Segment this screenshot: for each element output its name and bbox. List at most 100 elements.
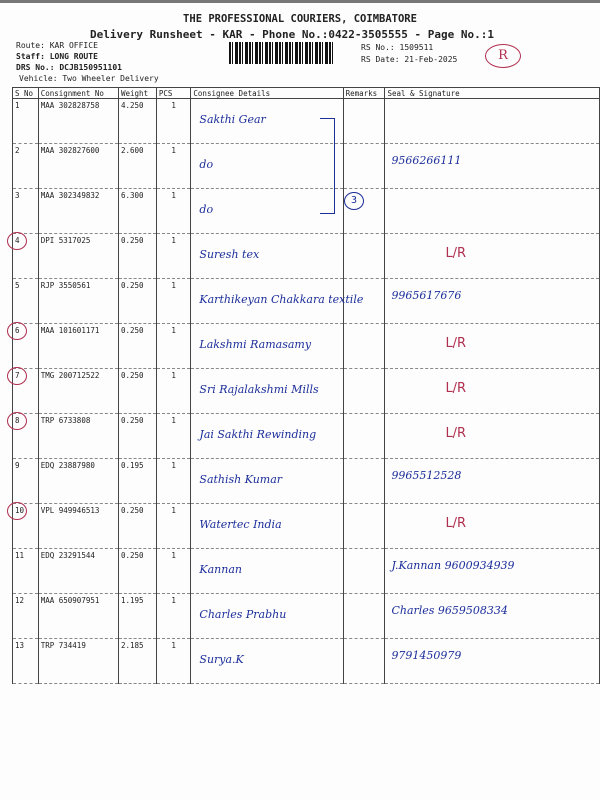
handwritten-consignee: Charles Prabhu	[199, 608, 287, 621]
lr-mark: L/R	[445, 516, 467, 531]
handwritten-consignee: Sathish Kumar	[199, 473, 283, 486]
consignee-details: Charles Prabhu	[190, 593, 344, 639]
handwritten-consignee: Jai Sakthi Rewinding	[199, 428, 317, 441]
circle-mark	[7, 412, 27, 430]
handwritten-consignee: Suresh tex	[199, 248, 260, 261]
remarks	[342, 638, 386, 684]
weight: 0.250	[118, 503, 157, 549]
s-no-text: 11	[15, 551, 25, 560]
lr-mark: L/R	[445, 381, 467, 396]
scan-edge	[0, 0, 600, 3]
table-row: 8 TRP 6733808 0.250 1 Jai Sakthi Rewinding L/…	[7, 412, 600, 459]
consignee-details: do	[190, 143, 344, 189]
weight: 4.250	[118, 98, 157, 144]
seal-signature: 9566266111	[384, 143, 600, 189]
seal-signature: J.Kannan 9600934939	[384, 548, 600, 594]
weight: 0.250	[118, 413, 157, 459]
s-no-text: 3	[15, 191, 20, 200]
column-header: PCS	[155, 87, 192, 99]
weight: 0.250	[118, 278, 157, 324]
table-row: 2 MAA 302827600 2.600 1 do 9566266111	[12, 143, 600, 189]
consignee-details: Kannan	[190, 548, 344, 594]
column-header: S No	[12, 87, 39, 99]
seal-signature: L/R	[384, 233, 600, 279]
consignee-details: Suresh tex	[190, 233, 344, 279]
seal-signature: 9965512528	[384, 458, 600, 504]
s-no-text: 12	[15, 596, 25, 605]
seal-signature: Charles 9659508334	[384, 593, 600, 639]
grouping-brace	[320, 118, 335, 214]
handwritten-consignee: Lakshmi Ramasamy	[199, 338, 312, 351]
column-header: Seal & Signature	[384, 87, 600, 99]
seal-signature: L/R	[384, 503, 600, 549]
weight: 0.250	[118, 368, 157, 414]
handwritten-consignee: do	[199, 203, 214, 216]
table-row: 1 MAA 302828758 4.250 1 Sakthi Gear	[12, 98, 600, 144]
brace-count: 3	[344, 192, 364, 210]
consignment-no: MAA 101601171	[37, 323, 120, 369]
seal-signature: L/R	[384, 368, 600, 414]
pcs: 1	[155, 233, 192, 279]
lr-mark: L/R	[445, 336, 467, 351]
company-name: THE PROFESSIONAL COURIERS, COIMBATORE	[183, 13, 417, 25]
remarks	[342, 98, 386, 144]
s-no-text: 2	[15, 146, 20, 155]
remarks	[342, 233, 386, 279]
remarks	[342, 278, 386, 324]
staff: Staff: LONG ROUTE	[16, 52, 98, 61]
s-no: 11	[12, 548, 39, 594]
runsheet-table: S No Consignment No Weight PCS Consignee Det…	[7, 87, 600, 684]
seal-signature: L/R	[384, 323, 600, 369]
handwritten-signature: Charles 9659508334	[391, 604, 508, 617]
handwritten-signature: 9965617676	[391, 289, 462, 302]
pcs: 1	[155, 188, 192, 234]
remarks	[342, 458, 386, 504]
handwritten-signature: 9566266111	[391, 154, 462, 167]
handwritten-consignee: Kannan	[199, 563, 242, 576]
consignment-no: MAA 302349832	[37, 188, 120, 234]
table-row: 6 MAA 101601171 0.250 1 Lakshmi Ramasamy L/R	[7, 322, 600, 369]
drs-number: DRS No.: DCJB150951101	[16, 63, 122, 72]
pcs: 1	[155, 368, 192, 414]
consignment-no: RJP 3550561	[37, 278, 120, 324]
circle-mark	[7, 367, 27, 385]
seal-signature: L/R	[384, 413, 600, 459]
table-row: 7 TMG 200712522 0.250 1 Sri Rajalakshmi Mill…	[7, 367, 600, 414]
s-no-text: 9	[15, 461, 20, 470]
handwritten-signature: 9791450979	[391, 649, 462, 662]
handwritten-consignee: Sakthi Gear	[199, 113, 266, 126]
pcs: 1	[155, 458, 192, 504]
table-row: 12 MAA 650907951 1.195 1 Charles Prabhu Charl…	[12, 593, 600, 639]
table-row: 3 MAA 302349832 6.300 1 do	[12, 188, 600, 234]
table-row: 9 EDQ 23887980 0.195 1 Sathish Kumar 99655125…	[12, 458, 600, 504]
route: Route: KAR OFFICE	[16, 41, 98, 50]
s-no-text: 5	[15, 281, 20, 290]
s-no: 10	[7, 502, 39, 549]
initial-stamp: R	[485, 44, 521, 68]
s-no: 7	[7, 367, 39, 414]
circle-mark	[7, 322, 27, 340]
lr-mark: L/R	[445, 246, 467, 261]
s-no: 8	[7, 412, 39, 459]
weight: 2.185	[118, 638, 157, 684]
column-header: Remarks	[342, 87, 386, 99]
s-no: 9	[12, 458, 39, 504]
rs-date: RS Date: 21-Feb-2025	[361, 55, 458, 64]
handwritten-signature: J.Kannan 9600934939	[391, 559, 515, 572]
consignment-no: VPL 949946513	[37, 503, 120, 549]
consignee-details: Surya.K	[190, 638, 344, 684]
barcode	[229, 42, 335, 64]
s-no: 2	[12, 143, 39, 189]
consignee-details: Sri Rajalakshmi Mills	[190, 368, 344, 414]
s-no: 5	[12, 278, 39, 324]
handwritten-signature: 9965512528	[391, 469, 462, 482]
pcs: 1	[155, 548, 192, 594]
table-row: 4 DPI 5317025 0.250 1 Suresh tex L/R	[7, 232, 600, 279]
s-no: 3	[12, 188, 39, 234]
s-no: 6	[7, 322, 39, 369]
consignee-details: Sathish Kumar	[190, 458, 344, 504]
s-no: 1	[12, 98, 39, 144]
consignee-details: Karthikeyan Chakkara textile	[190, 278, 363, 324]
s-no-text: 13	[15, 641, 25, 650]
